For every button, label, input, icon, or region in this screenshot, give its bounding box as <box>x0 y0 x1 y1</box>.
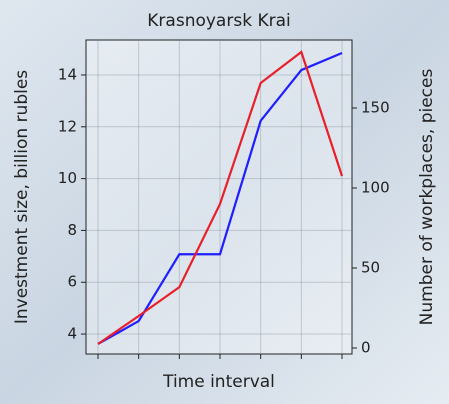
y-tick-label: 14 <box>58 65 77 83</box>
y-tick-label: 12 <box>58 117 77 135</box>
line-series <box>97 51 343 345</box>
y-tick-label: 6 <box>67 273 77 291</box>
x-axis-label: Time interval <box>162 372 275 392</box>
chart-title: Krasnoyarsk Krai <box>147 11 290 31</box>
y2-axis-label: Number of workplaces, pieces <box>417 69 437 326</box>
y2-tick-label: 100 <box>361 179 390 197</box>
y-tick-label: 4 <box>67 325 77 343</box>
y-axis-label: Investment size, billion rubles <box>12 70 32 324</box>
y-tick-label: 8 <box>67 221 77 239</box>
y-tick-label: 10 <box>58 169 77 187</box>
y2-tick-label: 0 <box>361 339 371 357</box>
y2-tick-label: 150 <box>361 99 390 117</box>
y2-tick-label: 50 <box>361 259 380 277</box>
plot-area <box>85 39 353 355</box>
line-series <box>97 50 344 345</box>
